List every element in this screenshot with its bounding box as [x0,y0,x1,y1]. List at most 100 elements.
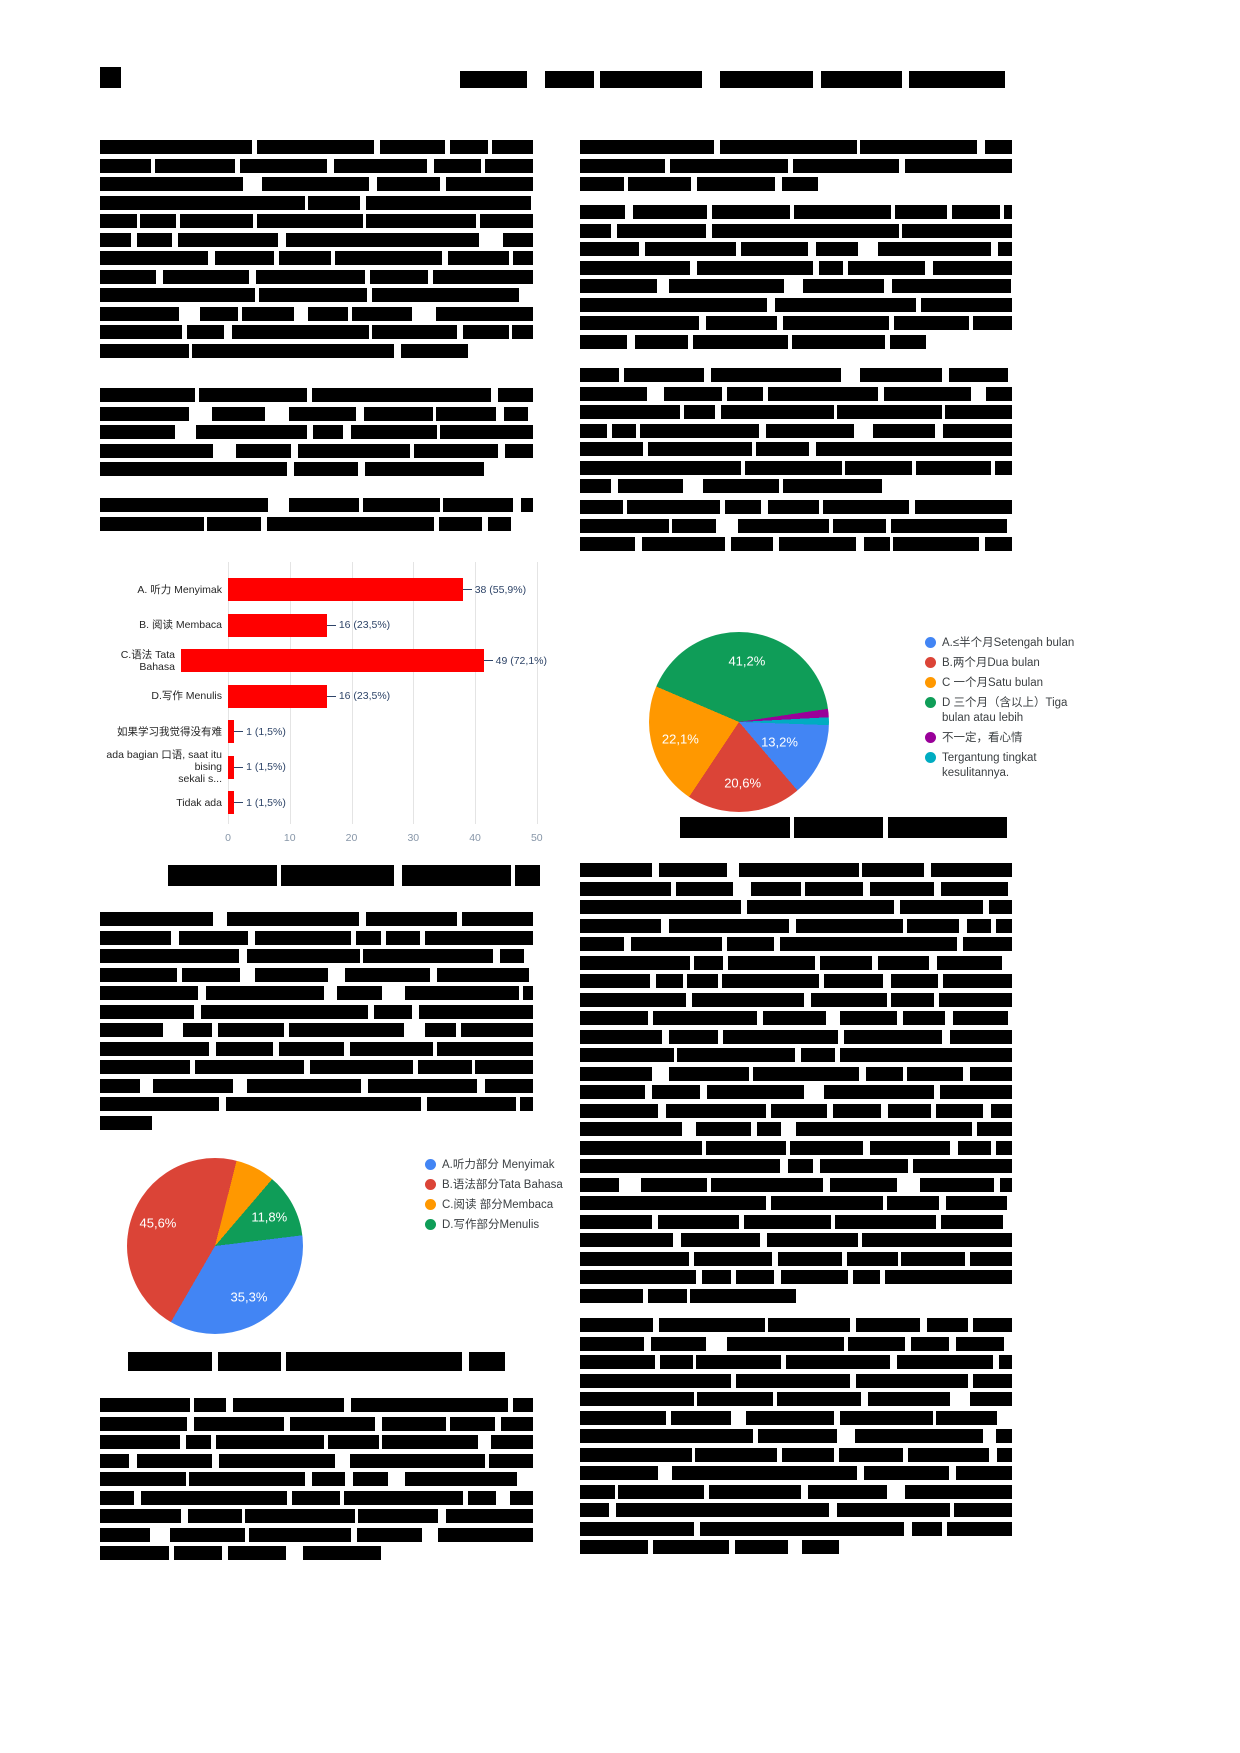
pie-slice-percentage-label: 45,6% [139,1215,177,1231]
legend-label: D 三个月（含以上）Tiga bulan atau lebih [942,696,1068,724]
bar [228,613,327,637]
legend-item: A.≤半个月Setengah bulan [925,636,1085,651]
bar-value-label: 1 (1,5%) [234,761,286,773]
x-axis-tick-label: 20 [345,832,358,844]
pie-slice-percentage-label: 35,3% [230,1289,268,1305]
redacted-paragraph [580,863,1012,1307]
bar-track: 38 (55,9%) [228,578,547,602]
legend-color-dot [925,751,936,763]
bar-row: D.写作 Menulis 16 (23,5%) [100,679,547,715]
bar-category-label: A. 听力 Menyimak [137,583,222,596]
bar-row: ada bagian 口语, saat itu bising sekali s..… [100,749,547,786]
redacted-paragraph [580,205,1012,353]
legend-color-dot [925,656,936,668]
redacted-paragraph [580,500,1012,556]
bar-category-label: Tidak ada [176,796,222,809]
bar-category-label: 如果学习我觉得没有难 [117,725,222,738]
legend-item: Tergantung tingkat kesulitannya. [925,751,1085,781]
legend-color-dot [425,1159,436,1170]
legend-item: D.写作部分Menulis [425,1218,595,1233]
legend-color-dot [925,696,936,708]
bar [228,791,235,815]
redacted-paragraph [100,1398,533,1565]
bar-track: 1 (1,5%) [228,755,547,779]
redacted-paragraph [100,498,533,535]
bar-track: 16 (23,5%) [228,684,547,708]
pie-slice-percentage-label: 11,8% [251,1209,288,1225]
legend-color-dot [425,1178,436,1190]
x-axis-tick-label: 50 [530,832,543,844]
bar-row: C.语法 Tata Bahasa 49 (72,1%) [100,643,547,679]
legend-item: B.语法部分Tata Bahasa [425,1178,595,1193]
value-callout-line [234,802,244,804]
bar-category-label: B. 阅读 Membaca [139,619,222,632]
legend-item: 不一定，看心情 [925,731,1085,746]
bar-value-label: 49 (72,1%) [483,655,547,667]
redacted-paragraph [580,368,1012,498]
legend-label: A.≤半个月Setengah bulan [942,637,1075,649]
legend-item: C.阅读 部分Membaca [425,1198,595,1213]
legend-label: B.语法部分Tata Bahasa [442,1178,563,1191]
value-callout-line [234,766,244,768]
x-axis-tick-label: 30 [407,832,420,844]
bar-track: 1 (1,5%) [228,720,547,744]
x-axis-tick-label: 0 [225,832,231,844]
figure2-caption-redacted [680,817,1007,839]
figure1-caption-redacted [168,865,540,887]
x-axis-tick-label: 10 [283,832,296,844]
redacted-paragraph [580,140,1012,196]
legend-item: A.听力部分 Menyimak [425,1158,595,1173]
legend-color-dot [925,637,936,648]
legend-label: A.听力部分 Menyimak [442,1159,555,1171]
bar [228,578,463,602]
bar-track: 1 (1,5%) [228,791,547,815]
pie-chart-study-duration: 13,2% 20,6% 22,1% 41,2% [649,632,829,812]
journal-header-redacted [460,71,1005,89]
bar-row: 如果学习我觉得没有难 1 (1,5%) [100,714,547,750]
bar [228,720,235,744]
redacted-paragraph [100,140,533,362]
bar-value-label: 1 (1,5%) [234,726,286,738]
legend-item: D 三个月（含以上）Tiga bulan atau lebih [925,696,1085,726]
bar-row: B. 阅读 Membaca 16 (23,5%) [100,608,547,644]
legend-label: Tergantung tingkat kesulitannya. [942,751,1037,779]
bar-value-label: 16 (23,5%) [326,690,390,702]
x-axis-tick-label: 40 [469,832,481,844]
pie-legend-difficult-section: A.听力部分 Menyimak B.语法部分Tata Bahasa C.阅读 部分M… [425,1158,595,1233]
bar-value-label: 38 (55,9%) [462,584,526,596]
legend-label: C.阅读 部分Membaca [442,1198,554,1211]
value-callout-line [483,660,493,662]
bar-chart-difficulty: 0 10 20 30 40 50 A. 听力 Menyimak 38 (55,9%) B. 阅读… [100,556,547,856]
legend-color-dot [925,731,936,743]
gridline [413,562,415,824]
pie-chart-difficult-section: 35,3% 45,6% 11,8% [127,1158,303,1334]
value-callout-line [234,731,244,733]
bar-row: A. 听力 Menyimak 38 (55,9%) [100,572,547,608]
pie-slice-percentage-label: 22,1% [661,731,699,747]
bar-track: 49 (72,1%) [180,649,547,673]
legend-label: 不一定，看心情 [942,731,1023,744]
legend-label: B.两个月Dua bulan [942,656,1040,669]
bar [180,649,484,673]
pie-slice-percentage-label: 41,2% [728,653,766,669]
value-callout-line [326,624,336,626]
bar-category-label: ada bagian 口语, saat itu bising sekali s..… [106,749,222,786]
legend-label: D.写作部分Menulis [442,1218,540,1231]
redacted-paragraph [100,388,533,481]
figure3-caption-redacted [128,1352,505,1372]
bar [228,684,327,708]
bar-row: Tidak ada 1 (1,5%) [100,785,547,821]
bar-category-label: C.语法 Tata Bahasa [120,648,175,673]
bar-track: 16 (23,5%) [228,613,547,637]
legend-item: B.两个月Dua bulan [925,656,1085,671]
pie-legend-study-duration: A.≤半个月Setengah bulan B.两个月Dua bulan C 一个月S… [925,636,1085,781]
pie-slice-percentage-label: 20,6% [724,775,762,791]
pie-slice-percentage-label: 13,2% [761,734,798,750]
redacted-paragraph [100,912,533,1134]
redacted-paragraph [580,1318,1012,1559]
gridline [475,562,477,824]
bar [228,755,235,779]
value-callout-line [462,589,472,591]
journal-logo [100,67,121,88]
